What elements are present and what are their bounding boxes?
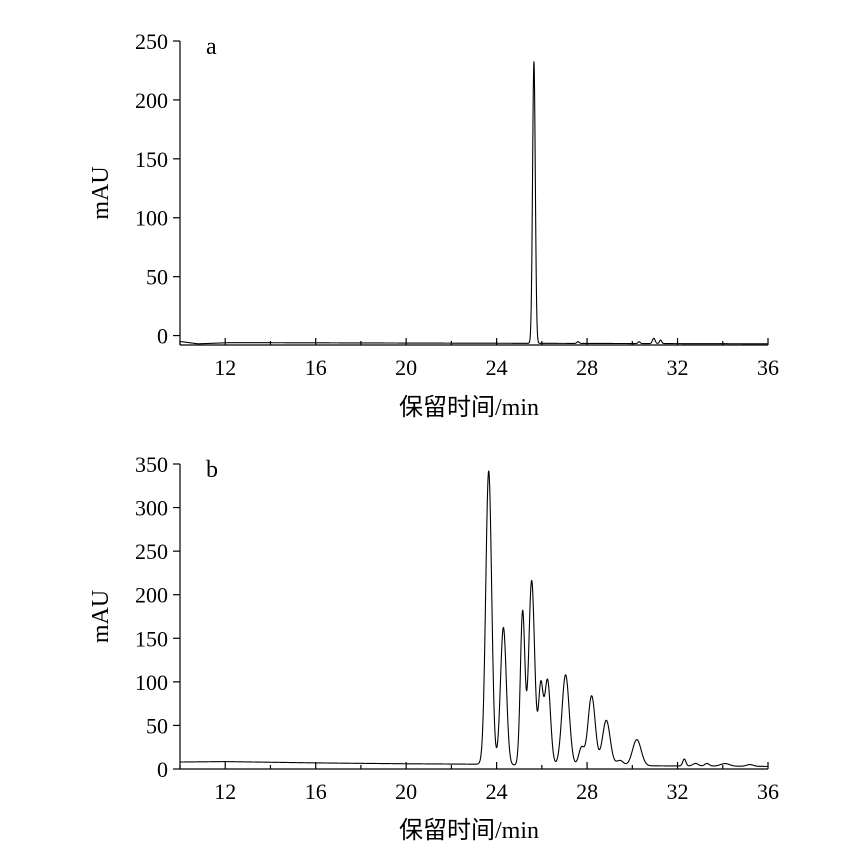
chart-panel-a: 12 16 20 24 28 32 36 0 50 100 150 200 250 保留时间/min mAU…: [88, 29, 779, 421]
y-tick-label: 200: [135, 583, 168, 608]
y-tick-label: 200: [135, 88, 168, 113]
x-tick-label: 36: [757, 355, 779, 380]
x-tick-label: 28: [576, 355, 598, 380]
chart-panel-b: 12 16 20 24 28 32 36 0 50 100 150 200 250 300 350 保留时间/…: [88, 452, 779, 844]
y-tick-label: 50: [146, 265, 168, 290]
x-tick-label: 20: [395, 355, 417, 380]
y-tick-label: 250: [135, 539, 168, 564]
y-axis-title: mAU: [88, 166, 114, 219]
x-tick-label: 20: [395, 779, 417, 804]
y-tick-label: 150: [135, 147, 168, 172]
x-tick-label: 32: [667, 779, 689, 804]
x-tick-label: 28: [576, 779, 598, 804]
chromatogram-trace: [179, 470, 769, 767]
x-tick-label: 12: [214, 779, 236, 804]
x-axis-title: 保留时间/min: [399, 817, 539, 844]
x-tick-label: 32: [667, 355, 689, 380]
y-tick-label: 300: [135, 496, 168, 521]
y-tick-label: 100: [135, 670, 168, 695]
peak-apex: [540, 688, 541, 689]
x-tick-label: 16: [305, 779, 327, 804]
panel-label: b: [206, 457, 218, 483]
y-tick-label: 250: [135, 29, 168, 54]
x-tick-label: 16: [305, 355, 327, 380]
x-tick-label: 24: [486, 355, 508, 380]
x-tick-label: 24: [486, 779, 508, 804]
y-tick-label: 0: [157, 324, 168, 349]
x-tick-label: 36: [757, 779, 779, 804]
chromatogram-trace: [179, 61, 769, 345]
y-tick-label: 150: [135, 626, 168, 651]
x-axis-title: 保留时间/min: [399, 394, 539, 421]
y-tick-label: 100: [135, 206, 168, 231]
y-tick-label: 50: [146, 713, 168, 738]
y-tick-label: 350: [135, 452, 168, 477]
y-tick-label: 0: [157, 757, 168, 782]
y-axis-title: mAU: [88, 590, 114, 643]
panel-label: a: [206, 34, 217, 60]
x-tick-label: 12: [214, 355, 236, 380]
